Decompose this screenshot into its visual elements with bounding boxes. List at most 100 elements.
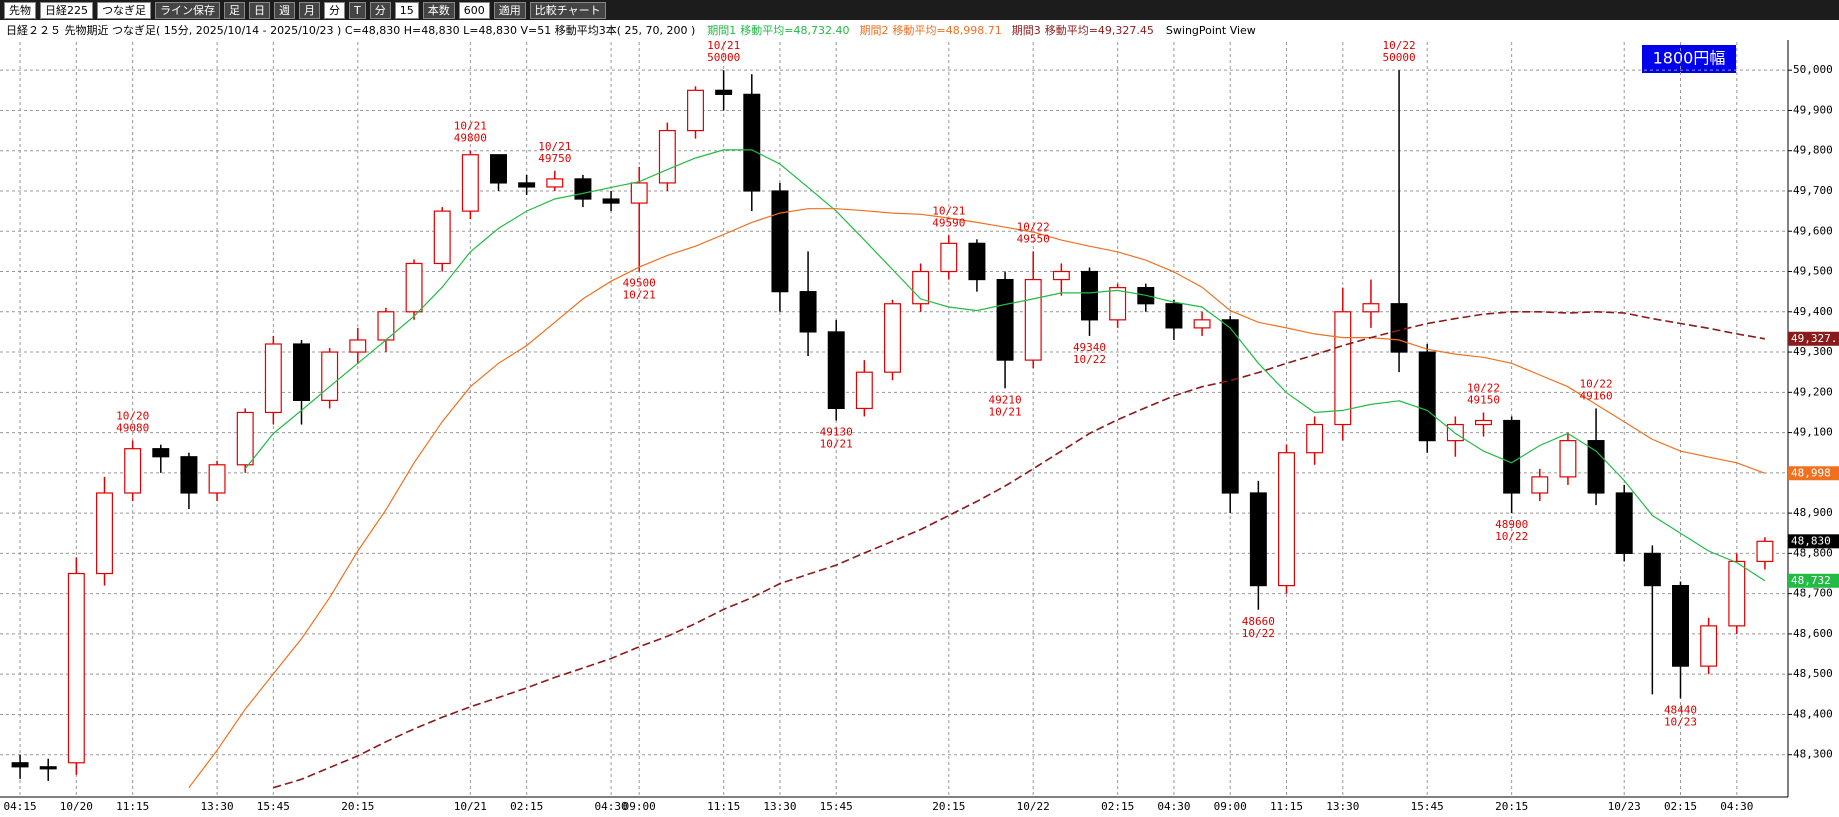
x-tick-label: 09:00	[1214, 800, 1247, 813]
candle-body	[630, 182, 648, 204]
end-tag: 48,998	[1791, 466, 1831, 479]
x-tick-label: 13:30	[763, 800, 796, 813]
candle-body	[715, 89, 733, 95]
candle-body	[1475, 419, 1492, 426]
swing-value: 49080	[116, 422, 149, 435]
candle-body	[743, 93, 761, 192]
y-tick-label: 49,900	[1793, 103, 1833, 116]
swing-value: 48660	[1242, 615, 1275, 628]
symbol-select[interactable]: 日経225	[40, 1, 93, 19]
swing-date: 10/21	[623, 289, 656, 302]
minute-unit: 分	[369, 1, 391, 19]
x-tick-label: 15:45	[257, 800, 290, 813]
y-tick-label: 48,500	[1793, 667, 1833, 680]
swing-value: 49800	[454, 132, 487, 145]
swing-date: 10/21	[932, 204, 965, 217]
candle-body	[687, 89, 704, 132]
week-button[interactable]: 週	[274, 1, 295, 19]
y-tick-label: 49,500	[1793, 265, 1833, 278]
x-tick-label: 20:15	[341, 800, 374, 813]
apply-button[interactable]: 適用	[493, 1, 526, 19]
x-tick-label: 10/20	[60, 800, 93, 813]
swing-value: 50000	[1383, 51, 1416, 64]
y-tick-label: 49,300	[1793, 345, 1833, 358]
candle-body	[1531, 476, 1549, 494]
y-tick-label: 48,300	[1793, 748, 1833, 761]
legend-item: 期間1 移動平均=48,732.40	[707, 22, 849, 38]
x-tick-label: 15:45	[1411, 800, 1444, 813]
month-button[interactable]: 月	[299, 1, 320, 19]
info-line: 日経２２５ 先物期近 つなぎ足( 15分, 2025/10/14 - 2025/…	[0, 20, 1839, 40]
swing-date: 10/21	[454, 120, 487, 133]
candle-body	[405, 262, 423, 313]
candle-body	[1418, 351, 1436, 442]
candle-body	[208, 464, 226, 494]
swing-date: 10/22	[1073, 353, 1106, 366]
candle-body	[1728, 560, 1746, 627]
last-tag-bg	[1788, 534, 1839, 549]
candle-body	[124, 448, 142, 494]
y-tick-label: 49,700	[1793, 184, 1833, 197]
bar-label: 足	[224, 1, 245, 19]
last-tag: 48,830	[1791, 534, 1831, 547]
candle-body	[1081, 270, 1098, 321]
end-tag: 49,327.	[1791, 332, 1837, 345]
candle-body	[1700, 625, 1718, 667]
grid	[0, 42, 1788, 797]
x-tick-label: 04:15	[4, 800, 37, 813]
ma-line	[273, 310, 1766, 789]
candle-body	[996, 278, 1014, 361]
legend: 期間1 移動平均=48,732.40 期間2 移動平均=48,998.71 期間3 移動平…	[707, 22, 1154, 38]
tick-button[interactable]: T	[349, 1, 366, 19]
legend-name: 期間1	[707, 24, 737, 37]
x-tick-label: 11:15	[116, 800, 149, 813]
swing-value: 49550	[1017, 232, 1050, 245]
x-tick-label: 04:30	[1720, 800, 1753, 813]
swing-date: 10/21	[707, 39, 740, 52]
candle-body	[940, 242, 958, 273]
legend-item: 期間3 移動平均=49,327.45	[1012, 22, 1154, 38]
count-input[interactable]: 600	[458, 1, 490, 19]
end-tag-bg	[1788, 573, 1839, 588]
legend-value: 移動平均=48,998.71	[892, 24, 1002, 37]
candle-body	[433, 210, 451, 265]
chart-title: 日経２２５ 先物期近 つなぎ足( 15分, 2025/10/14 - 2025/…	[6, 24, 696, 37]
candle-body	[39, 766, 57, 770]
ma-line	[244, 149, 1766, 582]
candle-body	[264, 343, 282, 414]
candle-body	[518, 182, 536, 188]
candle-body	[1362, 303, 1380, 313]
x-tick-label: 10/21	[454, 800, 487, 813]
swing-value: 49500	[623, 277, 656, 290]
x-tick-label: 09:00	[623, 800, 656, 813]
x-tick-label: 20:15	[1495, 800, 1528, 813]
x-tick-label: 13:30	[201, 800, 234, 813]
minute-button[interactable]: 分	[324, 1, 345, 19]
mode-select[interactable]: つなぎ足	[97, 1, 151, 19]
candle-body	[1024, 278, 1042, 361]
candle-body	[1446, 423, 1464, 442]
end-tag-bg	[1788, 466, 1839, 481]
candle-body	[1643, 552, 1661, 587]
candle-body	[349, 339, 367, 353]
x-tick-label: 15:45	[820, 800, 853, 813]
day-button[interactable]: 日	[249, 1, 270, 19]
candle-body	[884, 303, 901, 373]
badge: 1800円幅	[1653, 49, 1726, 68]
candle-body	[1193, 319, 1211, 329]
candle-body	[602, 198, 620, 204]
instrument-select[interactable]: 先物	[4, 1, 36, 19]
candle-body	[827, 331, 845, 410]
compare-button[interactable]: 比較チャート	[529, 1, 606, 19]
candle-body	[461, 154, 479, 212]
interval-input[interactable]: 15	[394, 1, 419, 19]
y-tick-label: 50,000	[1793, 63, 1833, 76]
save-button[interactable]: ライン保存	[155, 1, 220, 19]
x-tick-label: 04:30	[1157, 800, 1190, 813]
swing-value: 50000	[707, 51, 740, 64]
candle-body	[968, 242, 986, 281]
end-tag-bg	[1788, 331, 1839, 346]
candle-body	[1278, 452, 1295, 587]
swing-value: 49210	[989, 393, 1022, 406]
